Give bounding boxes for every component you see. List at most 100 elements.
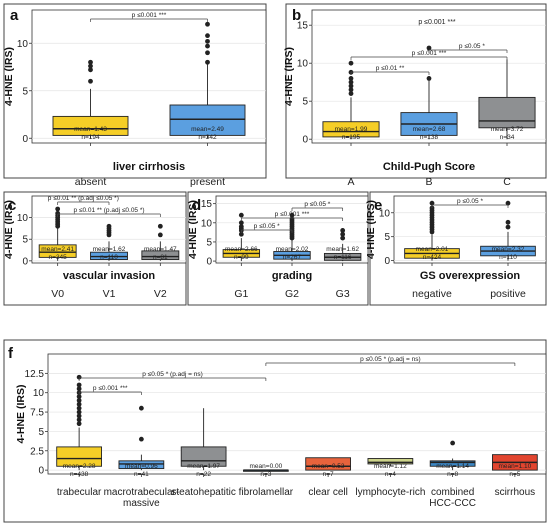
p-value-label: p ≤0.001 *** — [275, 211, 310, 218]
x-tick-label: C — [503, 176, 511, 188]
p-value-label: p ≤0.05 * (p.adj = ns) — [142, 371, 202, 378]
outlier-point — [505, 219, 511, 225]
outlier-point — [238, 224, 244, 230]
n-label: n=138 — [420, 134, 439, 141]
outlier-point — [88, 63, 93, 69]
y-tick-label: 12.5 — [25, 369, 45, 380]
box-a-0: mean=1.43n=194 — [52, 59, 129, 141]
panel-c: c 0 5 104-HNE (IRS) mean=2.41n=345 V0 mean=1.6… — [3, 191, 187, 306]
box-e-1: mean=2.32n=110 — [480, 200, 536, 261]
x-tick-label-line: combined — [431, 487, 474, 498]
p-value-label: p ≤0.01 ** (p.adj ≤0.05 *) — [73, 207, 144, 214]
p-value-label: p ≤0.05 * — [459, 43, 485, 50]
outlier-point — [348, 83, 354, 89]
panel-b: b 0 5 10 15 4-HNE (IRS) mean=1.99n=195 Amean=2.… — [283, 3, 547, 188]
x-tick-label-line: macrotrabecular- — [104, 487, 180, 498]
y-tick-label: 5 — [22, 86, 28, 97]
x-tick-label: negative — [412, 288, 452, 300]
mean-label: mean=1.62 — [326, 246, 359, 253]
x-tick-label: macrotrabecular-massive — [104, 487, 180, 509]
n-label: n=194 — [81, 134, 100, 141]
n-label: n=34 — [500, 134, 515, 141]
global-p-value: p ≤0.001 *** — [418, 19, 456, 26]
comparison-bracket: p ≤0.01 ** (p.adj ≤0.05 *) — [48, 195, 119, 205]
comparison-bracket: p ≤0.001 *** — [78, 385, 142, 395]
comparison-bracket: p ≤0.05 * (p.adj = ns) — [78, 371, 267, 381]
outlier-point — [88, 59, 93, 65]
n-label: n=345 — [49, 254, 68, 261]
box-b-1: mean=2.68n=138 — [400, 45, 458, 141]
mean-label: mean=2.32 — [492, 246, 525, 253]
box-e-0: mean=2.01n=424 — [404, 200, 460, 261]
y-axis-label: 4-HNE (IRS) — [187, 200, 199, 259]
outlier-point — [76, 374, 82, 380]
n-label: n=81 — [153, 254, 168, 261]
x-axis-label: vascular invasion — [63, 270, 156, 282]
outlier-point — [205, 59, 210, 65]
mean-label: mean=1.14 — [436, 463, 469, 470]
x-tick-label: V0 — [51, 288, 64, 300]
x-axis-label: Child-Pugh Score — [383, 161, 475, 173]
mean-label: mean=1.10 — [499, 463, 532, 470]
x-tick-label: steatohepatitic — [171, 487, 236, 498]
n-label: n=116 — [334, 254, 352, 261]
outlier-point — [450, 440, 456, 446]
y-tick-label: 0 — [302, 135, 308, 146]
y-tick-label: 0 — [384, 256, 390, 267]
outlier-point — [88, 67, 93, 73]
y-tick-label: 5 — [384, 232, 390, 243]
panel-letter: a — [10, 7, 19, 24]
n-label: n=342 — [198, 134, 217, 141]
outlier-point — [348, 87, 354, 93]
box-c-2: mean=1.47n=81 — [141, 223, 180, 261]
box-body — [169, 104, 246, 136]
mean-label: mean=0.96 — [125, 463, 158, 470]
outlier-point — [205, 50, 210, 56]
n-label: n=267 — [283, 254, 302, 261]
outlier-point — [340, 231, 346, 237]
x-tick-label: lymphocyte-rich — [355, 487, 425, 498]
x-tick-label: G3 — [336, 288, 350, 300]
box-a-1: mean=2.49n=342 — [169, 21, 246, 141]
outlier-point — [238, 212, 244, 218]
y-tick-label: 0 — [206, 257, 212, 268]
x-tick-label: clear cell — [308, 487, 347, 498]
panel-d: d 0 5 10 154-HNE (IRS) mean=2.66n=99 G1 mean=2.… — [187, 191, 369, 306]
mean-label: mean=1.97 — [187, 463, 220, 470]
p-value-label: p ≤0.05 * — [304, 201, 330, 208]
outlier-point — [205, 21, 210, 27]
x-axis-label: grading — [272, 270, 312, 282]
y-axis-label: 4-HNE (IRS) — [15, 385, 27, 444]
x-tick-label: trabecular — [57, 487, 102, 498]
y-axis-label: 4-HNE (IRS) — [283, 47, 295, 106]
panel-letter: d — [192, 197, 201, 214]
outlier-point — [348, 76, 354, 81]
y-tick-label: 10 — [33, 388, 45, 399]
panel-letter: b — [292, 7, 301, 24]
comparison-bracket: p ≤0.05 * — [431, 198, 509, 208]
comparison-bracket: p ≤0.05 * — [428, 43, 508, 53]
comparison-bracket: p ≤0.001 *** — [240, 211, 344, 221]
mean-label: mean=2.41 — [41, 246, 74, 253]
outlier-point — [76, 413, 82, 419]
y-tick-label: 5 — [38, 427, 44, 438]
outlier-point — [348, 79, 354, 85]
y-tick-label: 10 — [17, 39, 29, 50]
x-tick-label: present — [190, 176, 225, 188]
mean-label: mean=1.47 — [144, 246, 177, 253]
mean-label: mean=1.99 — [335, 126, 368, 133]
comparison-bracket: p ≤0.05 * — [291, 201, 344, 211]
y-tick-label: 15 — [297, 21, 309, 32]
panel-a: a 0 5 104-HNE (IRS) mean=1.43n=194 absent mean… — [3, 3, 267, 188]
comparison-bracket: p ≤0.05 * (p.adj = ns) — [265, 356, 516, 366]
y-axis-label: 4-HNE (IRS) — [3, 200, 15, 259]
p-value-label: p ≤0.01 ** — [376, 65, 405, 72]
mean-label: mean=1.43 — [74, 126, 107, 133]
outlier-point — [138, 436, 144, 442]
box-body — [305, 457, 351, 471]
mean-label: mean=0.00 — [250, 463, 283, 470]
x-tick-label: absent — [75, 176, 107, 188]
outlier-point — [76, 409, 82, 415]
outlier-point — [76, 386, 82, 392]
